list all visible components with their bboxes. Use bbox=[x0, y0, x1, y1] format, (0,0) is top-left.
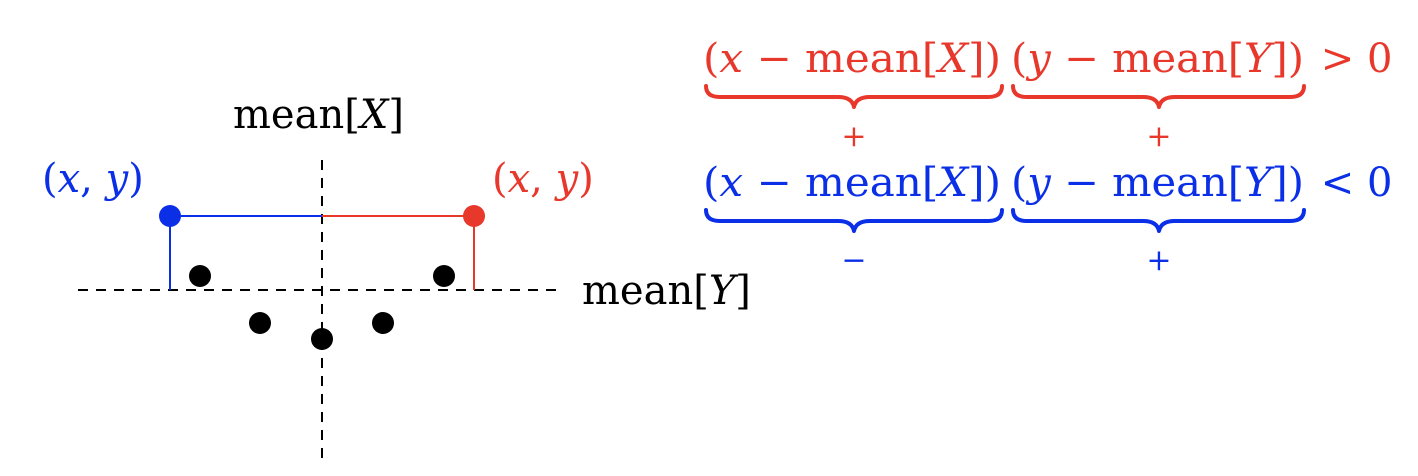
row1-relation: > 0 bbox=[1308, 36, 1392, 82]
row1-brace-1 bbox=[704, 84, 1004, 109]
row2-term2: (y − mean[Y]) bbox=[1011, 160, 1304, 206]
row1-brace-2 bbox=[1011, 84, 1306, 109]
row1-sign2: + bbox=[1146, 119, 1171, 154]
row2-sign2: + bbox=[1146, 243, 1171, 278]
mean-x-label: mean[X] bbox=[233, 92, 404, 138]
data-point bbox=[311, 328, 333, 350]
row2-brace-1 bbox=[704, 208, 1004, 233]
data-point bbox=[372, 312, 394, 334]
row1-term1: (x − mean[X]) bbox=[703, 36, 1001, 82]
red-point bbox=[463, 205, 485, 227]
row1-term2: (y − mean[Y]) bbox=[1011, 36, 1304, 82]
blue-point bbox=[159, 205, 181, 227]
row2-relation: < 0 bbox=[1308, 160, 1392, 206]
blue-point-label: (x, y) bbox=[42, 156, 144, 202]
row1-sign1: + bbox=[841, 119, 866, 154]
row2-term1: (x − mean[X]) bbox=[703, 160, 1001, 206]
row2-brace-2 bbox=[1011, 208, 1306, 233]
row2-sign1: − bbox=[841, 243, 866, 278]
data-point bbox=[189, 265, 211, 287]
data-point bbox=[433, 265, 455, 287]
mean-y-label: mean[Y] bbox=[582, 268, 751, 314]
data-point bbox=[249, 312, 271, 334]
red-point-label: (x, y) bbox=[492, 156, 594, 202]
